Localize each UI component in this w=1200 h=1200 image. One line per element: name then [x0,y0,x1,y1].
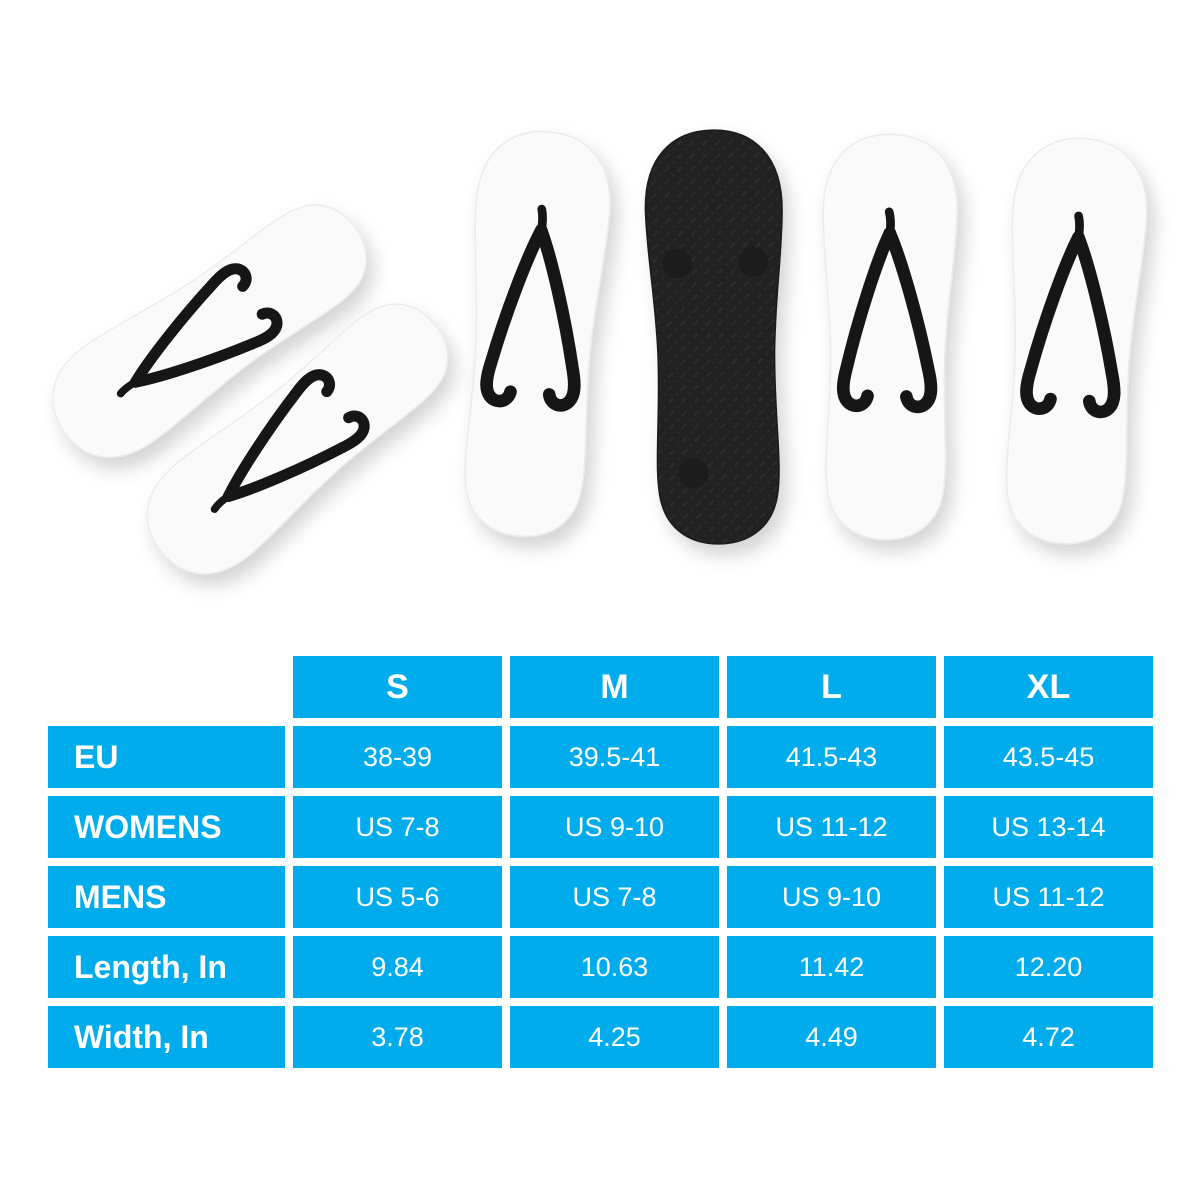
table-row-length: Length, In 9.84 10.63 11.42 12.20 [48,936,1153,998]
row-label-womens: WOMENS [48,796,285,858]
cell-mens-s: US 5-6 [293,866,502,928]
header-row: S M L XL [48,656,1153,718]
cell-mens-l: US 9-10 [727,866,936,928]
cell-length-s: 9.84 [293,936,502,998]
table-row-width: Width, In 3.78 4.25 4.49 4.72 [48,1006,1153,1068]
cell-width-xl: 4.72 [944,1006,1153,1068]
table-row-eu: EU 38-39 39.5-41 41.5-43 43.5-45 [48,726,1153,788]
cell-womens-l: US 11-12 [727,796,936,858]
cell-womens-m: US 9-10 [510,796,719,858]
row-label-eu: EU [48,726,285,788]
flipflop-pair-angled-left [31,180,472,597]
cell-womens-xl: US 13-14 [944,796,1153,858]
cell-width-l: 4.49 [727,1006,936,1068]
row-label-width: Width, In [48,1006,285,1068]
cell-length-xl: 12.20 [944,936,1153,998]
cell-width-m: 4.25 [510,1006,719,1068]
column-header-xl: XL [944,656,1153,718]
column-header-l: L [727,656,936,718]
product-gallery [0,0,1200,648]
cell-womens-s: US 7-8 [293,796,502,858]
flipflop-pair-top-view-right [818,133,1151,547]
row-label-length: Length, In [48,936,285,998]
cell-width-s: 3.78 [293,1006,502,1068]
cell-mens-m: US 7-8 [510,866,719,928]
flipflop-single-top-view [453,127,615,541]
header-spacer-cell [48,656,285,718]
cell-length-m: 10.63 [510,936,719,998]
flipflop-sole-bottom-view [643,128,789,546]
cell-mens-xl: US 11-12 [944,866,1153,928]
cell-eu-xl: 43.5-45 [944,726,1153,788]
row-label-mens: MENS [48,866,285,928]
table-row-womens: WOMENS US 7-8 US 9-10 US 11-12 US 13-14 [48,796,1153,858]
column-header-s: S [293,656,502,718]
table-row-mens: MENS US 5-6 US 7-8 US 9-10 US 11-12 [48,866,1153,928]
column-header-m: M [510,656,719,718]
size-chart-table: S M L XL EU 38-39 39.5-41 41.5-43 43.5-4… [40,648,1161,1076]
cell-length-l: 11.42 [727,936,936,998]
cell-eu-s: 38-39 [293,726,502,788]
cell-eu-m: 39.5-41 [510,726,719,788]
cell-eu-l: 41.5-43 [727,726,936,788]
